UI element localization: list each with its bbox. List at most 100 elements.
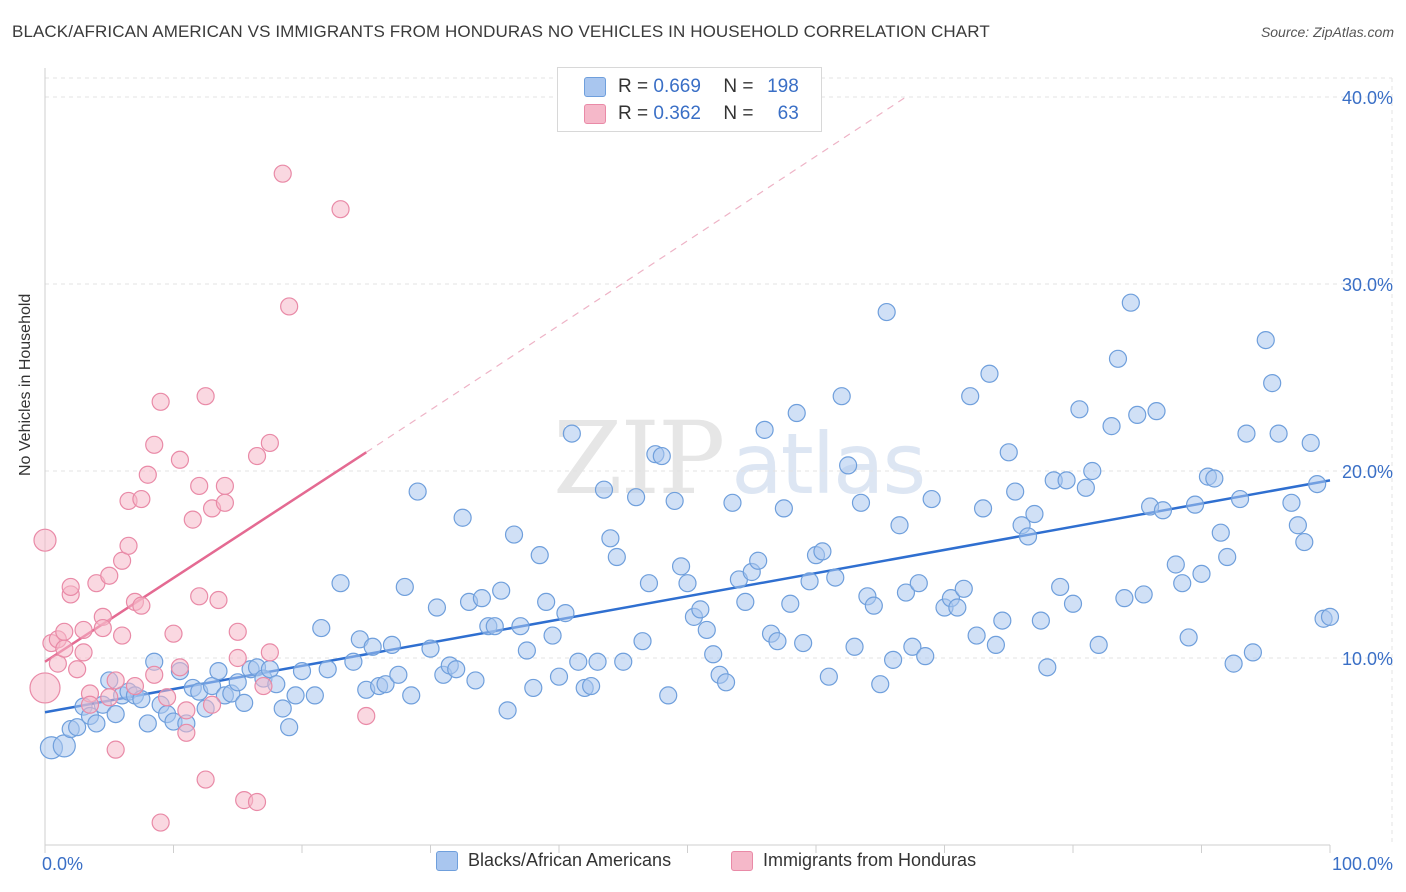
data-point — [626, 488, 646, 507]
data-point — [1063, 594, 1083, 613]
data-point — [29, 672, 61, 704]
series-label: Immigrants from Honduras — [763, 850, 977, 870]
data-point — [209, 590, 228, 610]
data-point — [1288, 516, 1307, 535]
data-point — [318, 660, 337, 679]
legend-row-honduras: R = 0.362 N = 63 — [584, 102, 799, 126]
data-point — [839, 456, 858, 475]
data-point — [1205, 469, 1224, 488]
data-point — [190, 587, 209, 606]
data-point — [273, 164, 292, 183]
data-point — [736, 592, 755, 612]
data-point — [170, 658, 190, 677]
data-point — [524, 678, 543, 698]
data-point — [993, 611, 1012, 630]
data-point — [787, 403, 806, 423]
data-point — [813, 542, 832, 561]
legend-row-blacks: R = 0.669 N = 198 — [584, 75, 799, 99]
data-point — [1083, 461, 1102, 481]
data-point — [357, 706, 376, 726]
data-point — [74, 620, 93, 640]
data-point — [967, 626, 986, 645]
series-label: Blacks/African Americans — [468, 850, 672, 870]
legend-n-value: 63 — [777, 103, 799, 124]
gridlines — [45, 77, 1393, 845]
data-point — [511, 617, 530, 636]
legend-swatch-pink — [584, 104, 606, 124]
data-point — [537, 592, 556, 612]
data-point — [402, 686, 421, 705]
data-point — [639, 574, 659, 593]
data-point — [781, 594, 800, 613]
data-point — [305, 686, 324, 705]
data-point — [549, 667, 569, 686]
data-point — [665, 491, 684, 511]
data-point — [1192, 564, 1211, 583]
data-point — [202, 676, 222, 696]
data-point — [774, 499, 793, 518]
data-point — [948, 598, 967, 617]
data-point — [517, 641, 536, 660]
legend-swatch-blue — [584, 77, 606, 97]
data-point — [1153, 501, 1173, 520]
data-point — [659, 686, 678, 705]
y-tick-label: 40.0% — [1342, 88, 1393, 108]
data-point — [74, 643, 93, 662]
data-point — [1282, 493, 1301, 512]
data-point — [1006, 482, 1025, 501]
data-point — [138, 465, 157, 484]
data-point — [1308, 474, 1327, 494]
data-points — [29, 164, 1340, 832]
x-tick-label-min: 0.0% — [42, 854, 83, 874]
data-point — [800, 572, 819, 591]
data-point — [119, 536, 138, 555]
data-point — [389, 665, 408, 684]
data-point — [125, 676, 145, 696]
data-point — [68, 718, 87, 737]
data-point — [466, 671, 485, 690]
data-point — [1108, 349, 1128, 368]
data-point — [1237, 424, 1256, 443]
data-point — [447, 660, 466, 679]
data-point — [1051, 577, 1070, 597]
data-point — [408, 482, 427, 501]
data-point — [170, 450, 190, 469]
data-point — [1018, 527, 1038, 546]
data-point — [562, 424, 581, 443]
data-point — [376, 675, 395, 694]
data-point — [55, 639, 74, 658]
data-point — [819, 667, 838, 686]
data-point — [183, 510, 202, 529]
data-point — [1256, 331, 1275, 350]
data-point — [652, 446, 671, 466]
data-point — [492, 581, 511, 600]
legend-r-label: R = — [618, 103, 649, 124]
data-point — [768, 632, 787, 651]
legend-r-label: R = — [618, 76, 649, 97]
data-point — [190, 476, 209, 496]
data-point — [883, 650, 903, 669]
data-point — [196, 770, 215, 789]
data-point — [286, 686, 305, 705]
data-point — [68, 660, 87, 679]
data-point — [235, 693, 254, 712]
data-point — [331, 200, 350, 219]
data-point — [1134, 585, 1153, 604]
axes — [44, 68, 1331, 853]
data-point — [877, 302, 896, 322]
data-point — [1211, 523, 1230, 542]
data-point — [132, 596, 151, 615]
series-legend-honduras: Immigrants from Honduras — [731, 850, 976, 871]
trend-line-honduras-extension — [365, 96, 907, 453]
data-point — [247, 792, 267, 812]
data-point — [106, 704, 125, 724]
data-point — [504, 525, 524, 544]
x-tick-label-max: 100.0% — [1332, 854, 1393, 874]
data-point — [1243, 643, 1263, 662]
legend-r-value: 0.669 — [653, 76, 701, 97]
data-point — [1121, 293, 1140, 312]
data-point — [202, 695, 222, 714]
data-point — [1057, 471, 1076, 490]
data-point — [1269, 424, 1288, 443]
